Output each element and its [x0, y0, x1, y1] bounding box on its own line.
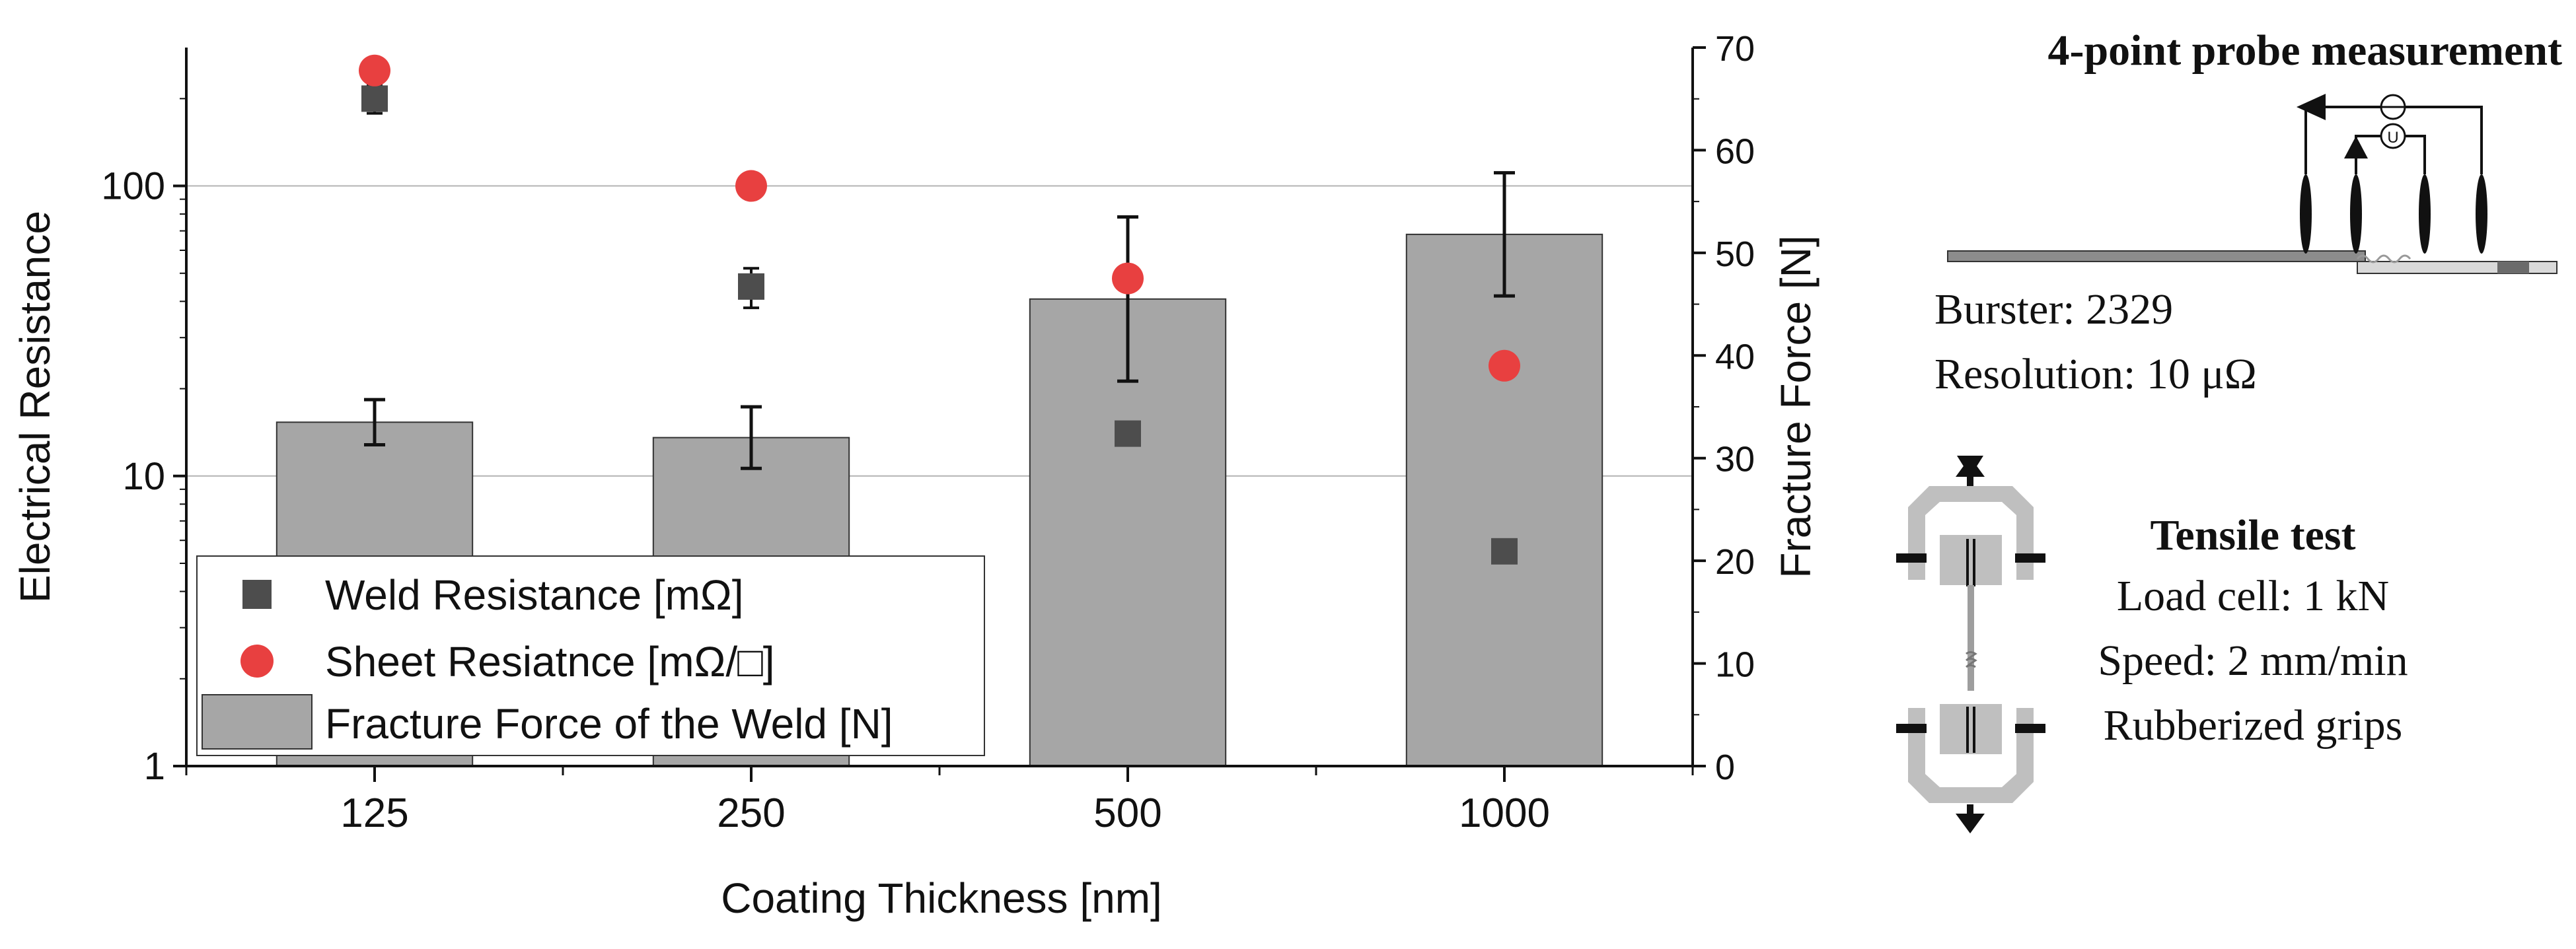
left-tick-label: 1: [144, 745, 165, 788]
left-tick-label: 10: [122, 455, 165, 498]
probe-needle-2: [2350, 174, 2362, 254]
legend-label-weld: Weld Resistance [mΩ]: [325, 571, 744, 619]
tensile-diagram: [1896, 456, 2045, 833]
x-axis-ticks: 125 250 500 1000: [185, 766, 1694, 836]
probe-annotation: 4-point probe measurement U Burster: 232…: [1934, 26, 2562, 398]
weld-resistance-point: [1491, 538, 1518, 565]
arrow-left-icon: [2297, 94, 2326, 120]
y-axis-title: Electrical Resistance: [11, 211, 59, 603]
tensile-arrow-up-icon: [1956, 457, 1985, 477]
weld-resistance-point: [738, 273, 764, 300]
right-tick-label: 40: [1715, 337, 1755, 376]
combined-chart: 1 10 100 0 10 20 30 40 50 60 70 125 250 500 1000 Coa…: [11, 29, 1820, 922]
sheet-resistance-point: [359, 54, 390, 87]
legend-square-marker: [242, 580, 272, 609]
probe-title: 4-point probe measurement: [2047, 26, 2562, 75]
upper-jaw-right: [2015, 553, 2045, 563]
left-axis-ticks: 1 10 100: [101, 98, 186, 788]
right-tick-label: 50: [1715, 234, 1755, 274]
x-tick-label: 1000: [1459, 791, 1550, 836]
tensile-load-cell: Load cell: 1 kN: [2117, 572, 2389, 620]
legend-circle-marker: [240, 645, 274, 678]
x-tick-label: 250: [717, 791, 785, 836]
tensile-grips: Rubberized grips: [2104, 701, 2403, 750]
bar-error-bars: [364, 171, 1515, 470]
specimen-weld: [1966, 651, 1977, 668]
upper-grip-frame: [1908, 486, 2034, 580]
tensile-arrow-down-icon: [1956, 814, 1985, 833]
tensile-arrow-down-stem: [1967, 804, 1973, 814]
legend-bar-swatch: [202, 694, 313, 750]
specimen-body: [1968, 585, 1974, 691]
right-tick-label: 60: [1715, 131, 1755, 171]
right-tick-label: 30: [1715, 440, 1755, 479]
sheet-resistance-point: [1489, 349, 1520, 382]
tensile-speed: Speed: 2 mm/min: [2098, 637, 2408, 685]
weld-resistance-point: [1115, 420, 1141, 447]
legend-box: [196, 555, 985, 756]
probe-clamp: [2497, 262, 2529, 273]
voltmeter-icon: [2380, 123, 2406, 149]
sheet-resistance-point: [1112, 262, 1144, 295]
probe-device: Burster: 2329: [1934, 285, 2173, 334]
tensile-title: Tensile test: [2150, 511, 2355, 559]
x-axis-title: Coating Thickness [nm]: [721, 874, 1162, 922]
voltmeter-label: U: [2387, 129, 2398, 147]
left-tick-label: 100: [101, 165, 165, 208]
tensile-arrow-up-stem: [1967, 477, 1973, 486]
probe-needle-4: [2476, 174, 2487, 254]
x-tick-label: 500: [1093, 791, 1161, 836]
weld-resistance-point: [361, 85, 388, 112]
probe-weld-seam: [2356, 254, 2411, 264]
right-tick-label: 70: [1715, 29, 1755, 69]
sheet-resistance-point: [735, 170, 767, 202]
right-tick-label: 20: [1715, 542, 1755, 582]
weld-resistance-series: [361, 84, 1518, 565]
force-bar: [1405, 233, 1603, 767]
probe-resolution: Resolution: 10 μΩ: [1934, 350, 2257, 398]
lower-grip-block: [1940, 704, 2002, 754]
y2-axis-title: Fracture Force [N]: [1772, 235, 1820, 578]
lower-jaw-left: [1896, 724, 1927, 733]
tensile-annotation: Tensile test Load cell: 1 kN Speed: 2 mm…: [1896, 456, 2408, 833]
right-tick-label: 0: [1715, 748, 1735, 787]
legend: Weld Resistance [mΩ] Sheet Resiatnce [mΩ…: [196, 555, 985, 756]
probe-needle-3: [2419, 174, 2431, 254]
arrow-up-icon: [2344, 136, 2368, 158]
sheet-resistance-series: [359, 54, 1520, 382]
probe-diagram: U: [1947, 94, 2558, 274]
probe-needle-1: [2300, 174, 2312, 254]
legend-label-sheet: Sheet Resiatnce [mΩ/□]: [325, 638, 775, 685]
right-tick-label: 10: [1715, 645, 1755, 685]
probe-sheet-left: [1947, 250, 2366, 262]
lower-grip-frame: [1908, 708, 2034, 803]
legend-label-force: Fracture Force of the Weld [N]: [325, 700, 893, 748]
upper-grip-block: [1940, 535, 2002, 585]
lower-jaw-right: [2015, 724, 2045, 733]
upper-jaw-left: [1896, 553, 1927, 563]
x-tick-label: 125: [340, 791, 408, 836]
right-axis-ticks: 0 10 20 30 40 50 60 70: [1693, 29, 1755, 787]
